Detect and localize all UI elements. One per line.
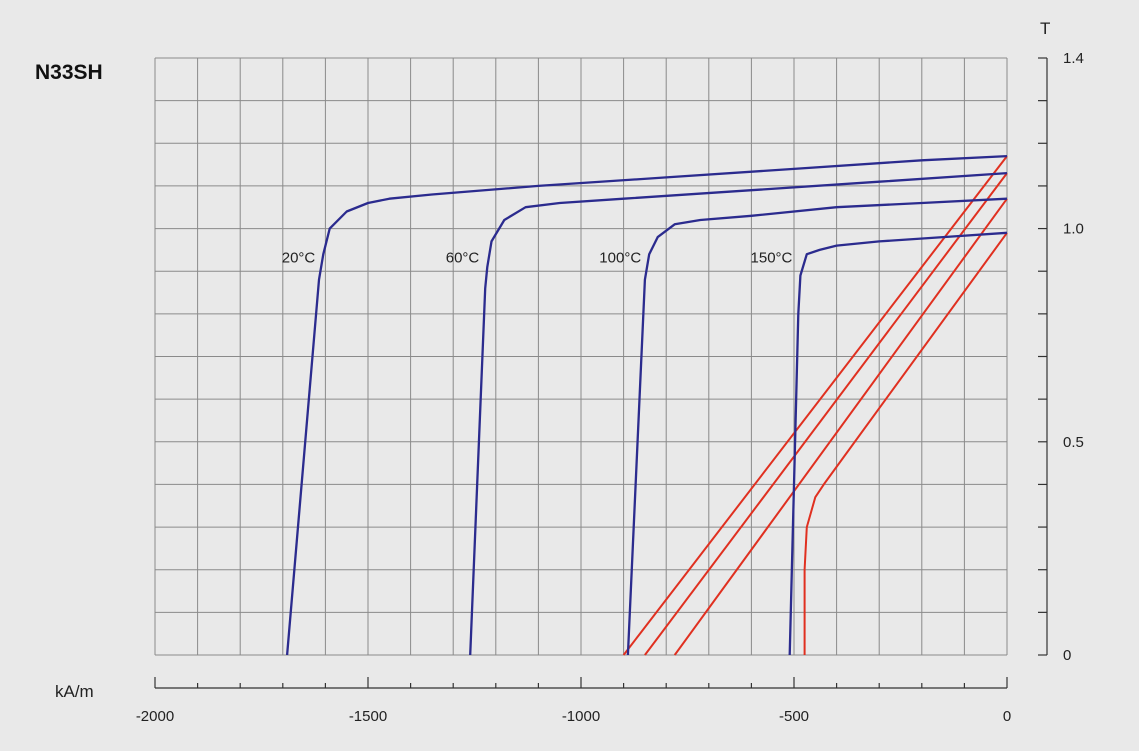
series: 20°C 60°C 100°C 150°C — [282, 154, 1008, 656]
demag-curve — [788, 231, 1008, 656]
demag-curve — [469, 171, 1008, 656]
x-tick-label: -2000 — [136, 708, 174, 725]
curve-label: 100°C — [599, 249, 641, 266]
y-axis: 0 0.5 1.0 1.4 — [1038, 50, 1084, 664]
curve-label: 150°C — [751, 249, 793, 266]
grid — [154, 57, 1008, 656]
x-axis: -2000 -1500 -1000 -500 0 — [136, 677, 1011, 725]
demag-curve — [626, 197, 1008, 656]
x-tick-label: -1500 — [349, 708, 387, 725]
load-line — [673, 198, 1008, 656]
load-line — [622, 155, 1008, 656]
y-tick-label: 1.4 — [1063, 50, 1084, 67]
x-tick-label: -1000 — [562, 708, 600, 725]
x-tick-label: 0 — [1003, 708, 1011, 725]
demag-curve — [285, 154, 1008, 656]
curve-label: 60°C — [446, 249, 480, 266]
y-tick-label: 0.5 — [1063, 434, 1084, 451]
load-line — [644, 172, 1008, 656]
y-tick-label: 0 — [1063, 647, 1071, 664]
x-axis-unit: kA/m — [55, 682, 94, 701]
x-tick-label: -500 — [779, 708, 809, 725]
y-axis-unit: T — [1040, 19, 1050, 38]
y-tick-label: 1.0 — [1063, 221, 1084, 238]
load-line — [803, 232, 1008, 655]
chart-title: N33SH — [35, 61, 103, 84]
curve-label: 20°C — [282, 249, 316, 266]
